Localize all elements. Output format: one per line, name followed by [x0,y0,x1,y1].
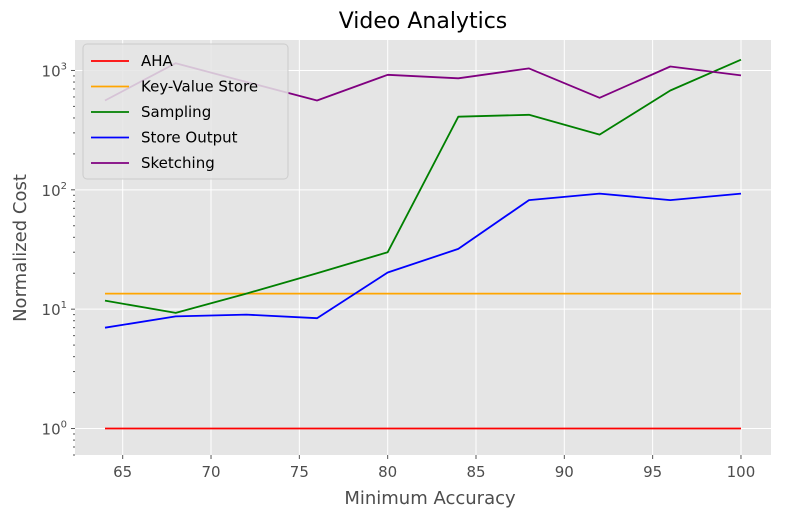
series-line-sampling [104,58,742,314]
y-axis-label: Normalized Cost [10,174,31,322]
x-axis-ticks: 65 70 75 80 85 90 95 100 [113,455,755,481]
x-tick-label: 95 [643,463,662,481]
y-tick-label: 102 [42,181,67,200]
legend-label-sampling: Sampling [141,103,211,121]
x-tick-label: 85 [466,463,485,481]
y-tick-label: 100 [42,420,67,439]
chart-title: Video Analytics [339,9,508,34]
legend-label-key-value-store: Key-Value Store [141,78,258,96]
x-tick-label: 75 [290,463,309,481]
legend-box [82,43,289,180]
legend-label-store-output: Store Output [141,129,238,147]
x-tick-label: 65 [113,463,132,481]
series-line-store-output [104,192,742,329]
x-tick-label: 70 [201,463,220,481]
x-tick-label: 100 [727,463,756,481]
y-axis-ticks: 100 101 102 103 [42,61,75,456]
legend: AHA Key-Value Store Sampling Store Output Sk… [82,43,289,180]
y-tick-label: 103 [42,61,67,80]
legend-label-aha: AHA [141,52,174,70]
x-tick-label: 80 [378,463,397,481]
legend-label-sketching: Sketching [141,154,215,172]
x-tick-label: 90 [555,463,574,481]
x-axis-label: Minimum Accuracy [344,488,516,509]
y-tick-label: 101 [42,300,67,319]
